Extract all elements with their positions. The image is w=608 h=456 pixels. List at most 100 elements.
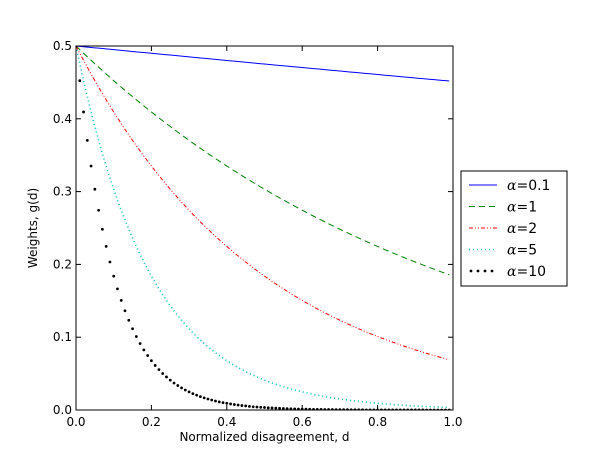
data-point	[206, 397, 210, 401]
data-point	[104, 245, 108, 248]
series-line	[76, 46, 450, 276]
legend-item: α=10	[469, 264, 546, 280]
data-point	[266, 406, 270, 410]
data-point	[248, 404, 251, 408]
legend-equals: =	[516, 243, 528, 259]
legend-equals: =	[516, 264, 528, 280]
legend-item: α=2	[469, 221, 537, 237]
data-point	[85, 138, 89, 142]
y-axis-label: Weights, g(d)	[26, 188, 40, 268]
data-point	[221, 401, 225, 405]
data-point	[153, 364, 157, 367]
data-point	[259, 405, 263, 409]
data-point	[100, 227, 104, 231]
legend-value: 5	[528, 243, 537, 259]
data-point	[210, 398, 214, 402]
x-tick-label: 0.0	[66, 415, 85, 429]
data-point	[172, 381, 176, 385]
y-tick-label: 0.4	[53, 112, 72, 126]
legend-label: α=0.1	[507, 178, 550, 194]
data-point	[293, 407, 297, 410]
legend-item: α=5	[469, 243, 537, 259]
data-point	[138, 342, 142, 345]
data-point	[146, 354, 150, 357]
y-tick-label: 0.0	[53, 403, 72, 417]
data-point	[263, 406, 266, 409]
data-point	[168, 378, 172, 382]
y-tick-label: 0.3	[53, 185, 72, 199]
data-point	[191, 392, 195, 396]
x-tick-label: 0.6	[293, 415, 312, 429]
x-tick-label: 0.2	[142, 415, 161, 429]
data-point	[255, 405, 259, 409]
legend-marker	[469, 269, 473, 273]
data-point	[308, 407, 312, 410]
x-tick-label: 0.8	[368, 415, 387, 429]
data-point	[142, 348, 146, 352]
data-point	[225, 401, 229, 405]
data-point	[202, 396, 206, 400]
data-point	[165, 375, 168, 379]
data-point	[93, 187, 97, 191]
data-point	[270, 406, 274, 410]
x-tick-label: 0.4	[217, 415, 236, 429]
legend-marker	[483, 269, 487, 273]
ticks-layer: 0.0 0.2 0.4 0.6 0.8 1.0 0.0 0.1 0.2 0.3 0.4 0.5	[53, 39, 463, 429]
x-axis-label: Normalized disagreement, d	[179, 430, 349, 444]
data-point	[285, 407, 289, 410]
data-point	[123, 309, 127, 313]
x-tick-label: 1.0	[443, 415, 462, 429]
data-point	[304, 407, 308, 410]
legend-equals: =	[516, 200, 528, 216]
legend-equals: =	[516, 178, 528, 194]
data-point	[199, 395, 202, 398]
data-point	[157, 368, 161, 372]
data-point	[127, 318, 131, 322]
data-point	[119, 298, 123, 302]
series-line	[76, 46, 450, 361]
legend-symbol: α	[507, 264, 517, 280]
data-point	[214, 399, 217, 403]
legend-marker	[476, 269, 480, 273]
plot-frame	[75, 45, 454, 411]
data-point	[229, 402, 232, 406]
data-point	[150, 359, 153, 363]
legend-label: α=10	[507, 264, 546, 280]
legend-symbol: α	[507, 200, 517, 216]
data-point	[82, 110, 85, 114]
data-point	[244, 404, 248, 408]
data-point	[97, 208, 101, 212]
data-point	[112, 274, 116, 278]
data-point	[232, 403, 236, 406]
data-point	[195, 393, 199, 397]
data-point	[312, 407, 315, 410]
data-point	[108, 260, 112, 264]
legend-item: α=0.1	[469, 178, 550, 194]
data-point	[274, 406, 278, 410]
legend-label: α=1	[507, 200, 537, 216]
legend-symbol: α	[507, 178, 517, 194]
legend-value: 0.1	[528, 178, 550, 194]
legend-value: 10	[528, 264, 546, 280]
data-point	[289, 407, 293, 410]
legend-marker	[490, 269, 494, 273]
data-point	[297, 407, 300, 410]
data-point	[236, 403, 240, 407]
data-point	[180, 386, 183, 390]
series-line	[76, 46, 450, 82]
legend-item: α=1	[469, 200, 537, 216]
data-point	[251, 405, 255, 409]
legend: α=0.1α=1α=2α=5α=10	[460, 170, 568, 287]
data-point	[161, 372, 165, 375]
data-point	[183, 388, 187, 392]
data-point	[281, 407, 285, 410]
legend-symbol: α	[507, 243, 517, 259]
data-point	[176, 384, 180, 387]
data-point	[116, 287, 119, 291]
legend-equals: =	[516, 221, 528, 237]
legend-label: α=5	[507, 243, 537, 259]
y-tick-label: 0.1	[53, 330, 72, 344]
data-point	[240, 404, 244, 407]
data-point	[217, 400, 221, 404]
